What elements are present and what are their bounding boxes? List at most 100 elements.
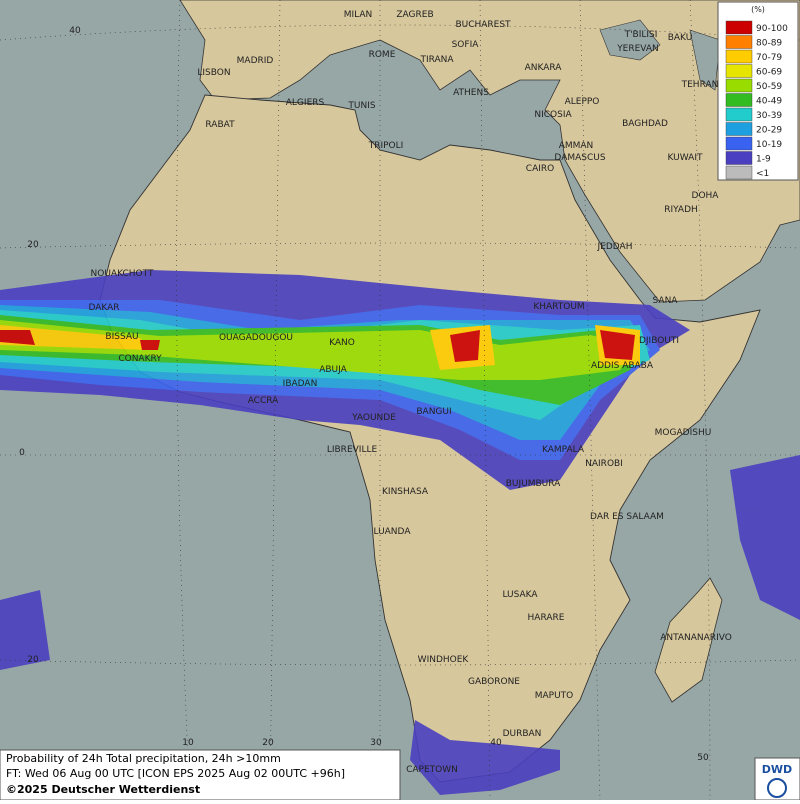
footer-line: FT: Wed 06 Aug 00 UTC [ICON EPS 2025 Aug… (6, 767, 345, 780)
legend-swatch (725, 78, 753, 93)
city-label: RIYADH (664, 205, 698, 215)
legend-label: 50-59 (756, 82, 782, 92)
band-90-100 (0, 330, 635, 362)
graticule-label: 20 (27, 240, 39, 250)
legend-swatch (725, 20, 753, 35)
legend-label: 90-100 (756, 24, 788, 34)
city-label: ATHENS (453, 88, 489, 98)
city-label: ANKARA (525, 63, 563, 73)
city-label: LUSAKA (502, 590, 538, 600)
caspian (689, 29, 721, 91)
city-label: DAMASCUS (554, 153, 605, 163)
city-label: TIRANA (419, 55, 454, 65)
city-label: LUANDA (374, 527, 412, 537)
city-label: LISBON (197, 68, 230, 78)
city-label: YEREVAN (616, 44, 659, 54)
graticule-label: 50 (697, 753, 709, 763)
legend-label: 30-39 (756, 111, 782, 121)
legend-label: 1-9 (756, 155, 771, 165)
city-label: NOUAKCHOTT (91, 269, 154, 279)
graticule-label: 30 (370, 738, 382, 748)
legend-unit: (%) (751, 5, 765, 14)
city-label: NAIROBI (585, 459, 623, 469)
footer-line: ©2025 Deutscher Wetterdienst (6, 783, 200, 796)
city-label: TEHRAN (681, 80, 719, 90)
city-label: GABORONE (468, 677, 520, 687)
city-label: MAPUTO (535, 691, 574, 701)
city-label: DJIBOUTI (639, 336, 679, 346)
city-label: CAPETOWN (406, 765, 458, 775)
graticule-label: 40 (490, 738, 502, 748)
city-label: T'BILISI (624, 30, 658, 40)
city-label: BUJUMBURA (506, 479, 561, 489)
city-label: DAKAR (88, 303, 119, 313)
black-sea (599, 19, 661, 61)
city-label: DAR ES SALAAM (590, 512, 664, 522)
legend-label: <1 (756, 169, 769, 179)
city-label: ZAGREB (396, 10, 433, 20)
madagascar (654, 577, 723, 703)
city-label: SOFIA (452, 40, 480, 50)
legend-swatch (725, 136, 753, 151)
precipitation (0, 270, 800, 795)
city-label: ADDIS ABABA (591, 361, 654, 371)
city-label: JEDDAH (597, 242, 633, 252)
legend-label: 80-89 (756, 39, 782, 49)
city-label: BISSAU (105, 332, 138, 342)
city-label: YAOUNDE (351, 413, 396, 423)
city-label: NICOSIA (534, 110, 572, 120)
city-label: KINSHASA (382, 487, 429, 497)
city-label: MOGADISHU (655, 428, 712, 438)
city-label: ANTANANARIVO (660, 633, 732, 643)
graticule-label: 10 (182, 738, 194, 748)
city-label: KAMPALA (542, 445, 585, 455)
graticule-label: 20 (27, 655, 39, 665)
footer-line: Probability of 24h Total precipitation, … (6, 752, 281, 765)
city-label: KHARTOUM (533, 302, 584, 312)
city-label: ALEPPO (565, 97, 600, 107)
legend-label: 20-29 (756, 126, 782, 136)
city-label: MADRID (237, 56, 274, 66)
legend-label: 10-19 (756, 140, 782, 150)
city-label: MILAN (344, 10, 373, 20)
legend-rows: 90-100 80-89 70-79 60-69 50-59 40-49 30-39 20-2… (725, 20, 788, 180)
graticule-label: 20 (262, 738, 274, 748)
city-label: IBADAN (283, 379, 318, 389)
legend-swatch (725, 64, 753, 78)
city-label: ABUJA (319, 365, 347, 375)
legend-swatch (725, 151, 753, 165)
legend-label: 60-69 (756, 68, 782, 78)
city-label: BUCHAREST (455, 20, 511, 30)
city-label: HARARE (528, 613, 565, 623)
city-label: BAKU (668, 33, 693, 43)
legend-swatch (725, 165, 753, 180)
city-label: OUAGADOUGOU (219, 333, 293, 343)
eurasia (179, 0, 800, 303)
city-label: KUWAIT (668, 153, 703, 163)
legend-swatch (725, 122, 753, 136)
city-label: WINDHOEK (418, 655, 470, 665)
labels: MILAN ZAGREB BUCHAREST SOFIA ROME TIRANA ATHEN… (19, 10, 732, 775)
legend-label: 70-79 (756, 53, 782, 63)
band-70-79 (0, 325, 640, 370)
city-label: LIBREVILLE (327, 445, 378, 455)
city-label: CAIRO (526, 164, 554, 174)
logo-icon (767, 778, 787, 798)
city-label: AMMAN (559, 141, 594, 151)
city-label: TRIPOLI (368, 141, 404, 151)
footer-box (0, 749, 401, 801)
city-label: SANA (653, 296, 679, 306)
city-label: ROME (369, 50, 396, 60)
logo: DWD (762, 763, 792, 776)
city-label: BANGUI (416, 407, 451, 417)
city-label: CONAKRY (118, 354, 162, 364)
city-label: TUNIS (347, 101, 375, 111)
city-label: RABAT (205, 120, 235, 130)
legend-swatch (725, 93, 753, 107)
city-label: ACCRA (248, 396, 279, 406)
graticule-label: 40 (69, 26, 81, 36)
legend-swatch (725, 35, 753, 49)
graticule-label: 0 (19, 448, 25, 458)
